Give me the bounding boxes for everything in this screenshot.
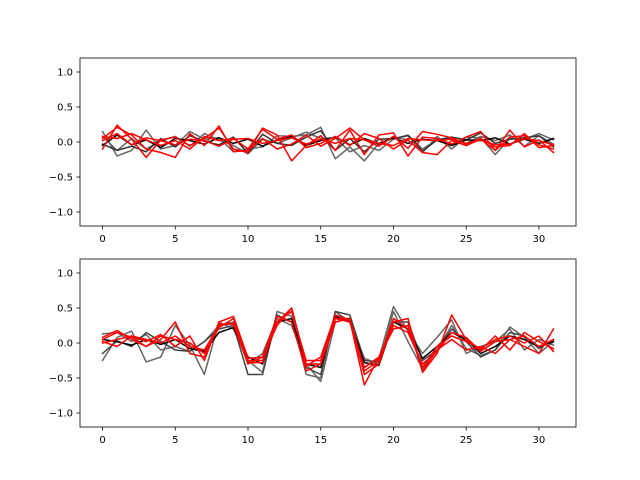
series-line-7 bbox=[101, 307, 555, 372]
y-tick-label: 0.0 bbox=[57, 339, 73, 350]
x-tick-label: 5 bbox=[172, 234, 178, 245]
y-tick-label: 0.5 bbox=[57, 304, 73, 315]
x-tick-label: 0 bbox=[99, 234, 105, 245]
y-tick-label: 0.0 bbox=[57, 138, 73, 149]
series-group bbox=[101, 124, 555, 162]
x-tick-label: 20 bbox=[387, 234, 400, 245]
y-tick-label: 0.5 bbox=[57, 103, 73, 114]
x-tick-label: 0 bbox=[99, 435, 105, 446]
bottom-subplot: 0 5 10 15 20 25 30 −1.0 −0.5 0.0 0.5 1.0 bbox=[49, 258, 577, 446]
x-tick-label: 15 bbox=[314, 234, 327, 245]
x-tick-label: 25 bbox=[460, 234, 473, 245]
y-tick-label: −0.5 bbox=[49, 173, 73, 184]
x-tick-label: 10 bbox=[242, 234, 255, 245]
series-group bbox=[101, 305, 555, 386]
x-tick-label: 25 bbox=[460, 435, 473, 446]
x-tick-label: 30 bbox=[533, 435, 546, 446]
series-line-7 bbox=[101, 132, 555, 147]
y-tick-label: −0.5 bbox=[49, 374, 73, 385]
x-tick-label: 5 bbox=[172, 435, 178, 446]
y-tick-label: −1.0 bbox=[49, 208, 73, 219]
y-tick-label: 1.0 bbox=[57, 68, 73, 79]
top-subplot: 0 5 10 15 20 25 30 −1.0 −0.5 0.0 0.5 1.0 bbox=[49, 57, 577, 245]
series-line-6 bbox=[101, 310, 555, 369]
y-tick-label: −1.0 bbox=[49, 409, 73, 420]
x-tick-label: 30 bbox=[533, 234, 546, 245]
y-tick-label: 1.0 bbox=[57, 269, 73, 280]
x-tick-label: 20 bbox=[387, 435, 400, 446]
x-tick-label: 10 bbox=[242, 435, 255, 446]
x-tick-label: 15 bbox=[314, 435, 327, 446]
